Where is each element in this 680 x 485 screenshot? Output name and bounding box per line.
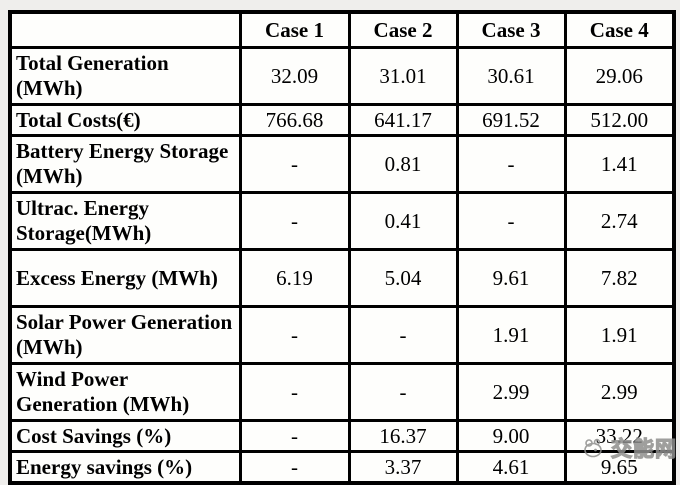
cell-value: -	[238, 191, 351, 251]
cell-value: -	[347, 305, 459, 365]
corner-cell	[8, 10, 242, 49]
cell-value: 2.74	[563, 191, 676, 251]
cell-value: -	[238, 362, 351, 422]
cell-value: 32.09	[238, 46, 351, 106]
row-label: Solar Power Generation (MWh)	[8, 305, 242, 365]
row-label: Ultrac. Energy Storage(MWh)	[8, 191, 242, 251]
cell-value: -	[238, 450, 351, 485]
cell-value: 691.52	[455, 103, 567, 137]
row-label: Battery Energy Storage (MWh)	[8, 134, 242, 194]
column-header-case4: Case 4	[563, 10, 676, 49]
cell-value: 9.61	[455, 248, 567, 308]
cell-value: 6.19	[238, 248, 351, 308]
row-label: Total Costs(€)	[8, 103, 242, 137]
table-row-energy-savings: Energy savings (%) - 3.37 4.61 9.65	[8, 450, 676, 485]
cell-value: 641.17	[347, 103, 459, 137]
cell-value: 1.91	[563, 305, 676, 365]
cell-value: 31.01	[347, 46, 459, 106]
row-label: Excess Energy (MWh)	[8, 248, 242, 308]
cell-value: 30.61	[455, 46, 567, 106]
cell-value: -	[238, 419, 351, 453]
cell-value: 3.37	[347, 450, 459, 485]
cell-value: 0.41	[347, 191, 459, 251]
cell-value: 1.91	[455, 305, 567, 365]
table-row-excess-energy: Excess Energy (MWh) 6.19 5.04 9.61 7.82	[8, 248, 676, 308]
cell-value: 512.00	[563, 103, 676, 137]
table-row-battery-energy-storage: Battery Energy Storage (MWh) - 0.81 - 1.…	[8, 134, 676, 194]
cell-value: 766.68	[238, 103, 351, 137]
cell-value: 2.99	[563, 362, 676, 422]
cell-value: 2.99	[455, 362, 567, 422]
case-comparison-table: Case 1 Case 2 Case 3 Case 4 Total Genera…	[8, 10, 676, 485]
cell-value: 16.37	[347, 419, 459, 453]
column-header-case2: Case 2	[347, 10, 459, 49]
cell-value: 7.82	[563, 248, 676, 308]
table-row-total-costs: Total Costs(€) 766.68 641.17 691.52 512.…	[8, 103, 676, 137]
column-header-case1: Case 1	[238, 10, 351, 49]
cell-value: 9.00	[455, 419, 567, 453]
cell-value: -	[347, 362, 459, 422]
cell-value: 1.41	[563, 134, 676, 194]
cell-value: 33.22	[563, 419, 676, 453]
cell-value: -	[238, 305, 351, 365]
cell-value: 5.04	[347, 248, 459, 308]
table-row-total-generation: Total Generation (MWh) 32.09 31.01 30.61…	[8, 46, 676, 106]
row-label: Cost Savings (%)	[8, 419, 242, 453]
table-row-solar-power-generation: Solar Power Generation (MWh) - - 1.91 1.…	[8, 305, 676, 365]
cell-value: -	[238, 134, 351, 194]
cell-value: 29.06	[563, 46, 676, 106]
header-row: Case 1 Case 2 Case 3 Case 4	[8, 10, 676, 49]
cell-value: -	[455, 134, 567, 194]
table-row-cost-savings: Cost Savings (%) - 16.37 9.00 33.22	[8, 419, 676, 453]
cell-value: 0.81	[347, 134, 459, 194]
row-label: Total Generation (MWh)	[8, 46, 242, 106]
cell-value: -	[455, 191, 567, 251]
cell-value: 9.65	[563, 450, 676, 485]
column-header-case3: Case 3	[455, 10, 567, 49]
row-label: Wind Power Generation (MWh)	[8, 362, 242, 422]
cell-value: 4.61	[455, 450, 567, 485]
table-row-wind-power-generation: Wind Power Generation (MWh) - - 2.99 2.9…	[8, 362, 676, 422]
table-row-ultrac-energy-storage: Ultrac. Energy Storage(MWh) - 0.41 - 2.7…	[8, 191, 676, 251]
row-label: Energy savings (%)	[8, 450, 242, 485]
